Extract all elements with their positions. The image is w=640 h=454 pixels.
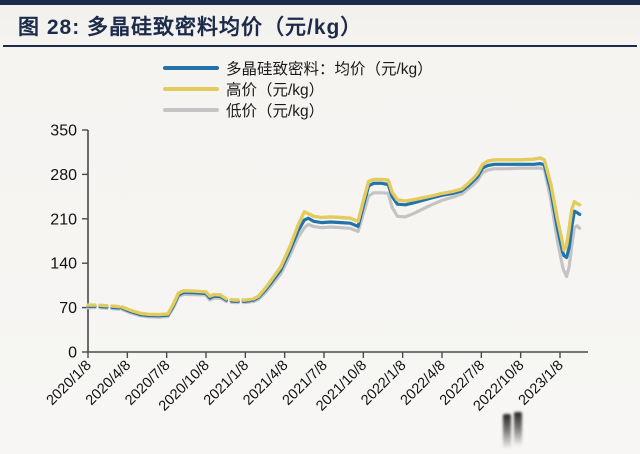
price-line-avg [251, 162, 582, 302]
title-divider [3, 45, 637, 47]
legend-label-avg: 多晶硅致密料：均价（元/kg） [226, 60, 433, 78]
y-tick-label: 0 [68, 345, 77, 362]
chart-legend: 多晶硅致密料：均价（元/kg） 高价（元/kg） 低价（元/kg） [163, 57, 433, 120]
legend-swatch-low [163, 107, 219, 112]
legend-item-high: 高价（元/kg） [163, 78, 433, 99]
legend-label-high: 高价（元/kg） [226, 81, 325, 99]
price-line-high [120, 289, 223, 317]
price-line-high [251, 156, 582, 301]
figure-title: 图 28: 多晶硅致密料均价（元/kg） [18, 16, 363, 39]
y-tick-label: 70 [59, 300, 77, 317]
legend-swatch-avg [163, 65, 219, 70]
y-tick-label: 140 [50, 256, 77, 273]
price-line-low [251, 166, 582, 304]
y-tick-label: 350 [50, 123, 77, 140]
top-accent-bar [0, 0, 640, 5]
legend-swatch-high [163, 86, 219, 91]
y-tick-label: 210 [50, 211, 77, 228]
price-line-high-dashed [86, 303, 124, 309]
y-tick-label: 280 [50, 167, 77, 184]
legend-label-low: 低价（元/kg） [226, 102, 325, 120]
price-line-high-dashed [218, 293, 255, 302]
legend-item-low: 低价（元/kg） [163, 99, 433, 120]
legend-item-avg: 多晶硅致密料：均价（元/kg） [163, 57, 433, 78]
